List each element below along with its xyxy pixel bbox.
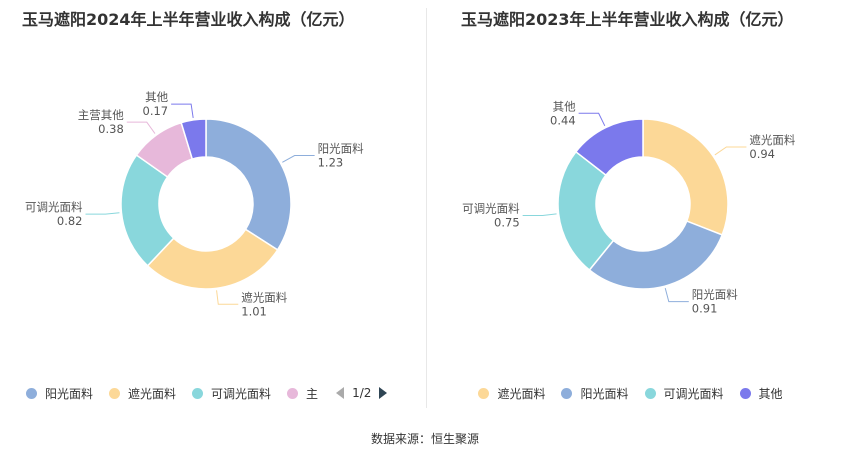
legend-label: 遮光面料: [497, 386, 546, 401]
legend-marker-icon: [644, 387, 656, 399]
slice-label-line-0: [282, 155, 315, 163]
legend-prev-arrow-icon[interactable]: [336, 387, 345, 399]
slice-0[interactable]: [642, 118, 729, 236]
slice-name-label-4: 其他: [145, 90, 168, 104]
legend-2024: 阳光面料 遮光面料 可调光面料 主 1/2: [26, 382, 426, 404]
legend-label: 阳光面料: [45, 386, 94, 401]
slice-name-label-3: 主营其他: [78, 108, 124, 122]
legend-label: 遮光面料: [128, 386, 177, 401]
legend-pager: 1/2: [336, 386, 388, 400]
slice-name-label-2: 可调光面料: [462, 201, 520, 215]
chart-title-2024: 玉马遮阳2024年上半年营业收入构成（亿元）: [22, 10, 355, 29]
slice-label-line-4: [171, 103, 194, 119]
slice-value-label-1: 1.01: [241, 304, 267, 318]
legend-item-2[interactable]: 可调光面料: [644, 385, 724, 402]
legend-item-1[interactable]: 遮光面料: [109, 385, 176, 402]
chart-panel-2024: 玉马遮阳2024年上半年营业收入构成（亿元） 阳光面料 1.23 遮光面料 1.01 可…: [0, 0, 426, 410]
slice-value-label-1: 0.91: [692, 302, 718, 316]
legend-marker-icon: [26, 387, 37, 399]
slice-label-line-1: [664, 287, 689, 303]
slice-1[interactable]: [146, 228, 279, 290]
slice-name-label-2: 可调光面料: [25, 200, 83, 214]
legend-marker-icon: [287, 387, 299, 399]
legend-marker-icon: [739, 387, 751, 399]
slice-3[interactable]: [574, 118, 644, 177]
data-source: 数据来源：恒生聚源: [370, 432, 479, 446]
slice-label-line-2: [522, 213, 557, 216]
legend-label: 可调光面料: [211, 386, 272, 401]
slice-2[interactable]: [557, 150, 615, 272]
slice-name-label-1: 遮光面料: [241, 290, 287, 304]
slice-value-label-4: 0.17: [143, 104, 169, 118]
slice-label-line-3: [126, 121, 156, 134]
slice-0[interactable]: [205, 118, 292, 251]
slice-value-label-0: 0.94: [749, 147, 775, 161]
legend-label: 其他: [758, 386, 783, 401]
slice-name-label-0: 阳光面料: [318, 142, 364, 156]
legend-marker-icon: [192, 387, 204, 399]
slice-name-label-0: 遮光面料: [749, 133, 795, 147]
slice-value-label-3: 0.38: [98, 122, 124, 136]
legend-item-1[interactable]: 阳光面料: [561, 385, 629, 402]
legend-item-0[interactable]: 遮光面料: [478, 385, 545, 402]
legend-item-0[interactable]: 阳光面料: [26, 385, 93, 402]
slice-value-label-2: 0.82: [57, 214, 83, 228]
legend-marker-icon: [561, 387, 573, 399]
legend-item-3[interactable]: 其他: [739, 385, 783, 402]
legend-item-2[interactable]: 可调光面料: [192, 385, 271, 402]
slice-name-label-1: 阳光面料: [692, 288, 738, 302]
slice-4[interactable]: [180, 118, 207, 160]
slice-label-line-3: [578, 112, 606, 127]
legend-item-3[interactable]: 主: [287, 385, 318, 402]
slice-1[interactable]: [588, 220, 724, 290]
panel-divider: [426, 8, 427, 408]
slice-name-label-3: 其他: [553, 99, 576, 113]
chart-panel-2023: 玉马遮阳2023年上半年营业收入构成（亿元） 遮光面料 0.94 阳光面料 0.91 可…: [427, 0, 850, 410]
legend-2023: 遮光面料 阳光面料 可调光面料 其他: [427, 382, 850, 404]
legend-marker-icon: [109, 387, 121, 399]
legend-label: 阳光面料: [580, 386, 629, 401]
slice-value-label-3: 0.44: [550, 113, 576, 127]
legend-label: 可调光面料: [663, 386, 724, 401]
slice-value-label-0: 1.23: [318, 156, 344, 170]
slice-label-line-2: [85, 212, 120, 215]
legend-label: 主: [306, 386, 319, 401]
slice-label-line-1: [216, 290, 239, 305]
slice-value-label-2: 0.75: [494, 215, 520, 229]
legend-page-indicator: 1/2: [352, 386, 372, 400]
slice-label-line-0: [714, 146, 747, 156]
legend-next-arrow-icon[interactable]: [379, 387, 388, 399]
chart-title-2023: 玉马遮阳2023年上半年营业收入构成（亿元）: [461, 10, 794, 29]
legend-marker-icon: [478, 387, 490, 399]
